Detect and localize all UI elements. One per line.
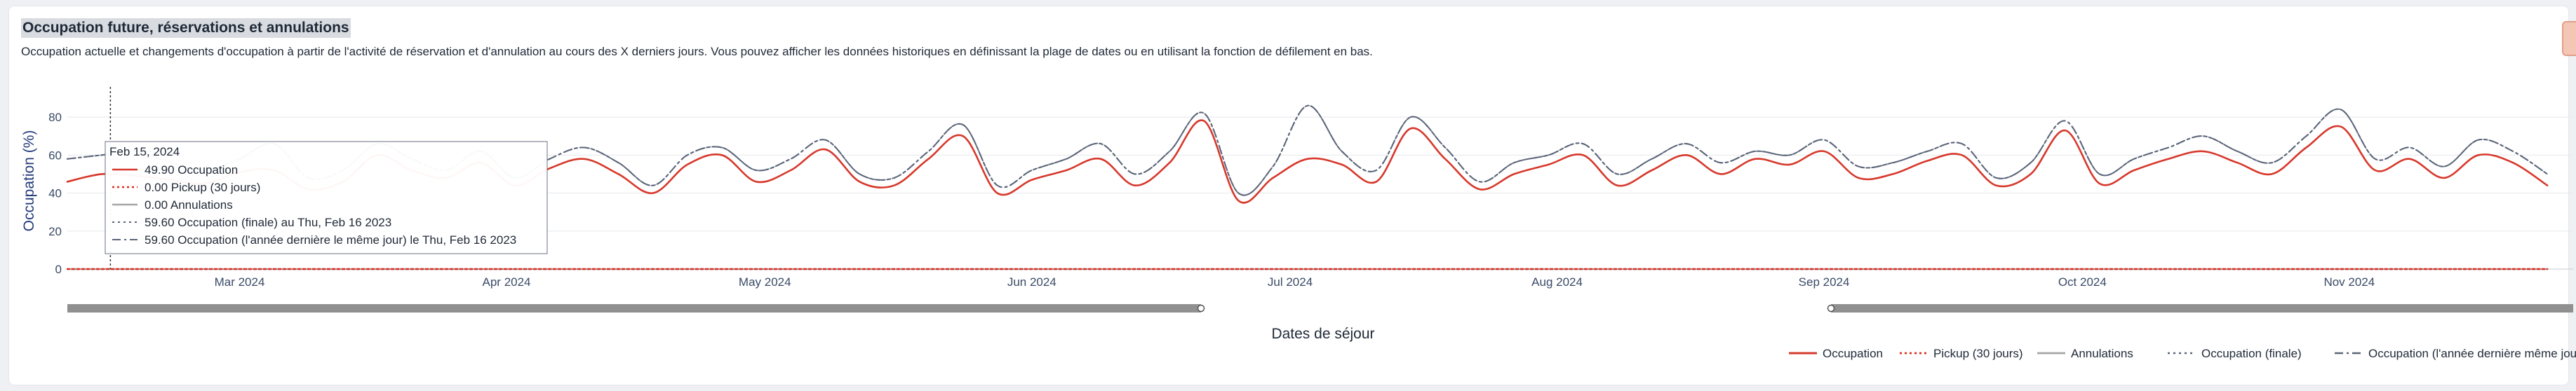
y-tick-label: 20 [48,225,62,238]
x-tick-label: Aug 2024 [1531,275,1583,289]
legend: Occupation Pickup (30 jours) Annulations Oc… [1789,347,2576,360]
x-tick-label: Jun 2024 [1007,275,1056,289]
x-tick-label: Jul 2024 [1268,275,1313,289]
legend-item-finale: Occupation (finale) [2201,347,2302,360]
legend-item-occupation: Occupation [1823,347,1883,360]
legend-item-pickup: Pickup (30 jours) [1933,347,2023,360]
x-tick-label: Sep 2024 [1799,275,1850,289]
x-axis-label: Dates de séjour [1271,326,1374,342]
y-axis: 0 20 40 60 80 [48,111,62,276]
series-finale [67,104,2549,196]
x-tick-label: Mar 2024 [215,275,265,289]
tooltip-box [105,141,548,254]
x-tick-label: Oct 2024 [2058,275,2107,289]
tooltip: Feb 15, 2024 49.90 Occupation 0.00 Pickup … [105,141,548,254]
tooltip-date: Feb 15, 2024 [109,145,180,158]
scrollbar-handle[interactable] [2562,21,2576,56]
range-slider[interactable] [67,304,2573,313]
x-axis: Mar 2024 Apr 2024 May 2024 Jun 2024 Jul 2024… [215,275,2375,289]
tooltip-row: 49.90 Occupation [145,163,238,177]
range-slider-left-mask[interactable] [67,304,1201,313]
x-tick-label: May 2024 [739,275,791,289]
x-tick-label: Apr 2024 [483,275,531,289]
chart-subtitle: Occupation actuelle et changements d'occ… [21,45,1373,58]
range-slider-right-handle[interactable] [1827,304,1835,313]
tooltip-row: 0.00 Annulations [145,198,233,212]
y-tick-label: 60 [48,149,62,162]
y-tick-label: 80 [48,111,62,124]
chart-title: Occupation future, réservations et annul… [21,18,351,38]
legend-item-lastyear: Occupation (l'année dernière même jour) [2368,347,2576,360]
range-slider-left-handle[interactable] [1197,304,1205,313]
tooltip-row: 59.60 Occupation (finale) au Thu, Feb 16… [145,216,391,229]
y-tick-label: 0 [55,263,62,276]
tooltip-row: 0.00 Pickup (30 jours) [145,181,260,194]
range-slider-right-mask[interactable] [1831,304,2573,313]
x-tick-label: Nov 2024 [2323,275,2375,289]
tooltip-row: 59.60 Occupation (l'année dernière le mê… [145,233,516,247]
y-axis-label: Occupation (%) [21,130,37,232]
legend-item-annulations: Annulations [2071,347,2133,360]
y-tick-label: 40 [48,187,62,200]
